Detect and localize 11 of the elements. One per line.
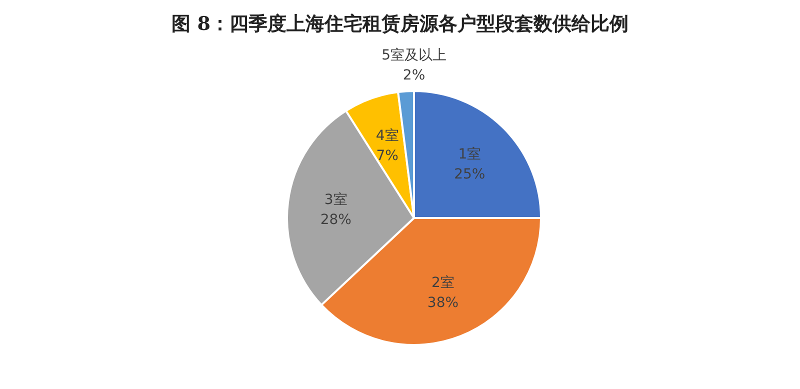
data-label: 2% xyxy=(402,67,426,84)
slice-label: 2室 xyxy=(432,275,454,292)
slice-label: 5室及以上 xyxy=(382,47,446,64)
data-label: 28% xyxy=(320,212,352,228)
data-label: 7% xyxy=(376,148,398,164)
slice-label: 4室 xyxy=(376,128,399,144)
slice-label: 3室 xyxy=(324,192,348,208)
data-label: 38% xyxy=(427,295,459,312)
chart-title: 图 8：四季度上海住宅租赁房源各户型段套数供给比例 xyxy=(172,13,628,35)
data-label: 25% xyxy=(454,166,486,182)
slice-label: 1室 xyxy=(458,146,482,162)
